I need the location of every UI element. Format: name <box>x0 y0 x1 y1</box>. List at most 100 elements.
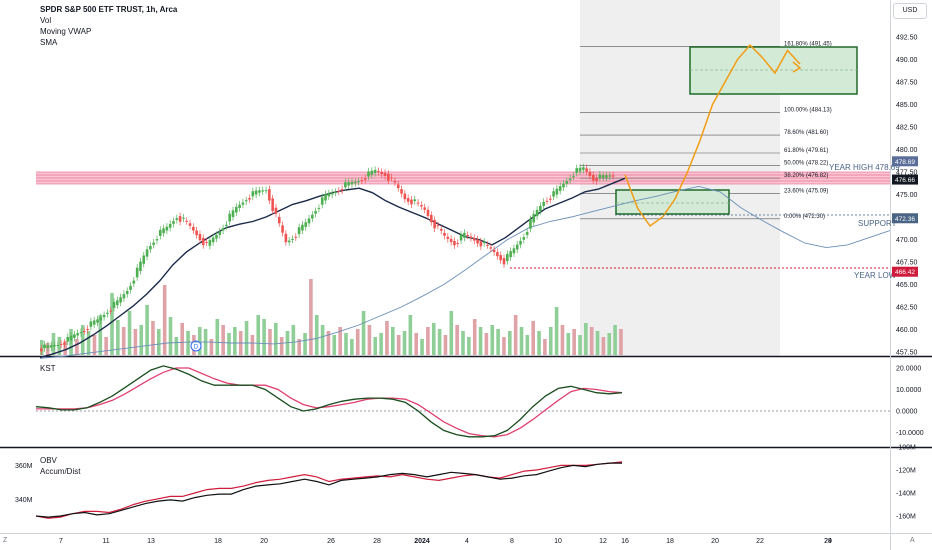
volume-bar <box>367 325 372 355</box>
candle <box>106 312 109 314</box>
symbol-title[interactable]: SPDR S&P 500 ETF TRUST, 1h, Arca <box>40 5 178 14</box>
volume-bar <box>431 323 436 355</box>
candle <box>548 198 552 200</box>
candle <box>591 175 595 181</box>
volume-bar <box>262 319 266 355</box>
time-tick-label: 12 <box>599 538 607 545</box>
timezone-button[interactable]: Z <box>3 537 8 544</box>
volume-bar <box>174 337 179 355</box>
candle <box>96 319 99 323</box>
candle <box>149 245 152 250</box>
obv-tick-label: -100M <box>896 445 916 452</box>
candle <box>558 186 562 191</box>
candle <box>175 218 179 220</box>
volume-bar <box>572 329 576 355</box>
price-tick-label: 462.50 <box>896 305 918 312</box>
candle <box>605 175 608 178</box>
obv-title[interactable]: OBV <box>40 456 57 465</box>
support-label: SUPPORT <box>858 219 897 228</box>
price-label: 466.42 <box>895 269 915 276</box>
time-tick-label: 20 <box>260 538 268 545</box>
candle <box>102 314 106 318</box>
candle <box>492 249 496 253</box>
candle <box>456 243 460 245</box>
volume-bar <box>127 311 132 355</box>
volume-bar <box>478 327 483 355</box>
fib-level-label: 161.80% (491.45) <box>784 41 832 47</box>
volume-bar <box>133 329 138 355</box>
volume-bar <box>543 339 547 355</box>
price-label-box <box>892 266 918 277</box>
time-tick-label: 2024 <box>414 538 430 545</box>
volume-bar <box>215 319 220 355</box>
volume-bar <box>361 311 366 355</box>
candle <box>509 251 512 258</box>
candle <box>598 174 602 178</box>
price-tick-label: 492.50 <box>896 35 918 42</box>
volume-bar <box>402 331 407 355</box>
volume-bar <box>355 329 360 355</box>
volume-bar <box>379 333 383 355</box>
candle <box>264 190 268 192</box>
candle <box>304 222 308 227</box>
candle <box>56 344 60 346</box>
candle <box>195 230 198 236</box>
volume-bar <box>291 325 296 355</box>
candle <box>201 238 205 246</box>
time-tick-label: 28 <box>373 538 381 545</box>
volume-bar <box>75 339 79 355</box>
volume-bar <box>496 329 500 355</box>
time-tick-label: 18 <box>666 538 674 545</box>
volume-bar <box>92 335 97 355</box>
currency-button[interactable]: USD <box>893 3 927 19</box>
volume-bar <box>490 325 495 355</box>
year-high-label: YEAR HIGH 478.69 <box>829 163 900 172</box>
legend-item-sma[interactable]: SMA <box>40 38 58 47</box>
auto-scale-button[interactable]: A <box>910 537 915 544</box>
candle <box>112 301 116 308</box>
candle <box>420 205 423 207</box>
time-tick-label: 4 <box>465 538 469 545</box>
candle <box>330 192 334 195</box>
volume-bar <box>519 327 524 355</box>
volume-bar <box>449 311 454 355</box>
projection-path <box>624 43 801 228</box>
volume-bar <box>40 340 44 355</box>
candle <box>119 297 122 303</box>
candle <box>168 223 172 228</box>
volume-bar <box>256 315 261 355</box>
volume-bar <box>601 337 606 355</box>
projection-arrowhead <box>792 61 802 73</box>
candle <box>416 202 420 204</box>
candle <box>142 255 146 264</box>
time-tick-label: 13 <box>147 538 155 545</box>
legend-item-vwap[interactable]: Moving VWAP <box>40 27 92 36</box>
price-label: 476.66 <box>895 177 915 184</box>
candle <box>436 225 440 227</box>
candle <box>287 240 291 243</box>
volume-bar <box>385 321 389 355</box>
candle <box>515 244 519 250</box>
candle <box>390 177 393 179</box>
kst-title[interactable]: KST <box>40 364 56 373</box>
candle <box>608 175 612 177</box>
volume-bar <box>502 337 506 355</box>
volume-bar <box>209 339 214 355</box>
price-tick-label: 457.50 <box>896 350 918 357</box>
candle <box>539 205 542 211</box>
candle <box>575 168 579 173</box>
obv-legend: OBV Accum/Dist <box>40 455 80 477</box>
candle <box>439 229 443 231</box>
ad-title[interactable]: Accum/Dist <box>40 467 81 476</box>
candle <box>565 181 569 184</box>
candle <box>268 189 271 201</box>
candle <box>281 225 284 233</box>
legend-item-vol[interactable]: Vol <box>40 16 52 25</box>
volume-bar <box>63 341 67 355</box>
time-tick-label: 11 <box>102 538 109 545</box>
candle <box>555 188 559 195</box>
candle <box>453 241 456 246</box>
obv-left-tick-label: 340M <box>15 497 33 504</box>
obv-left-tick-label: 360M <box>15 463 33 470</box>
